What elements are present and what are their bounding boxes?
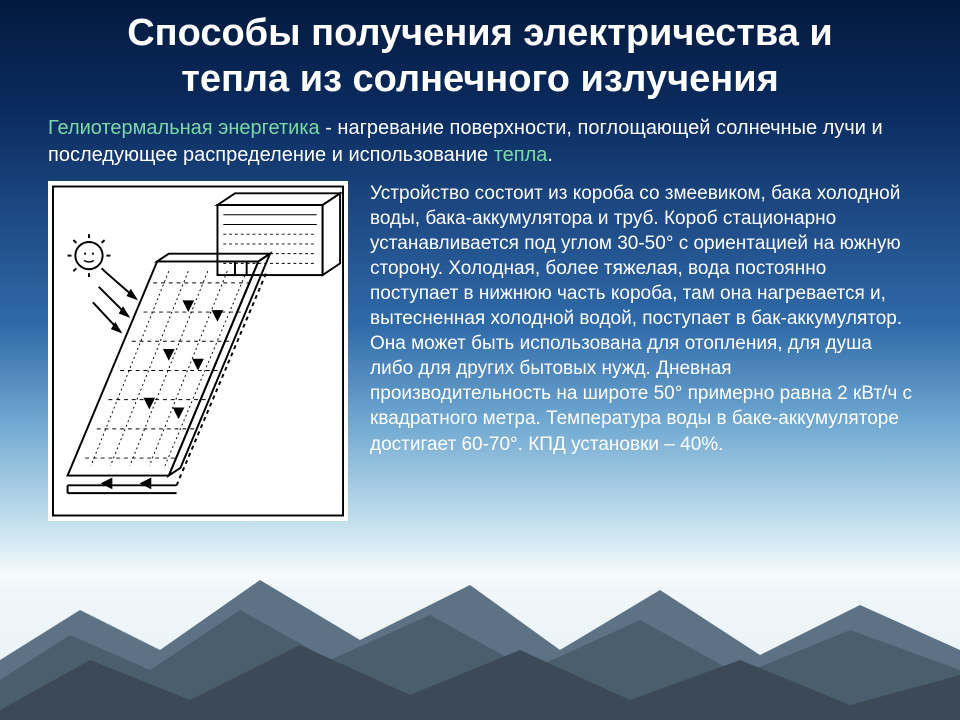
- heat-highlight: тепла: [494, 144, 548, 166]
- slide-title: Способы получения электричества и тепла …: [0, 0, 960, 109]
- term-highlight: Гелиотермальная энергетика: [48, 117, 320, 139]
- slide-root: Способы получения электричества и тепла …: [0, 0, 960, 720]
- slide-subtitle: Гелиотермальная энергетика - нагревание …: [0, 109, 960, 179]
- body-paragraph: Устройство состоит из короба со змеевико…: [370, 181, 912, 457]
- solar-collector-diagram: [48, 181, 348, 521]
- subtitle-tail: .: [547, 144, 553, 166]
